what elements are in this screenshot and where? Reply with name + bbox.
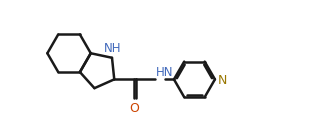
Text: HN: HN bbox=[156, 65, 173, 78]
Text: O: O bbox=[129, 101, 139, 114]
Text: NH: NH bbox=[104, 42, 121, 54]
Text: N: N bbox=[217, 73, 227, 86]
